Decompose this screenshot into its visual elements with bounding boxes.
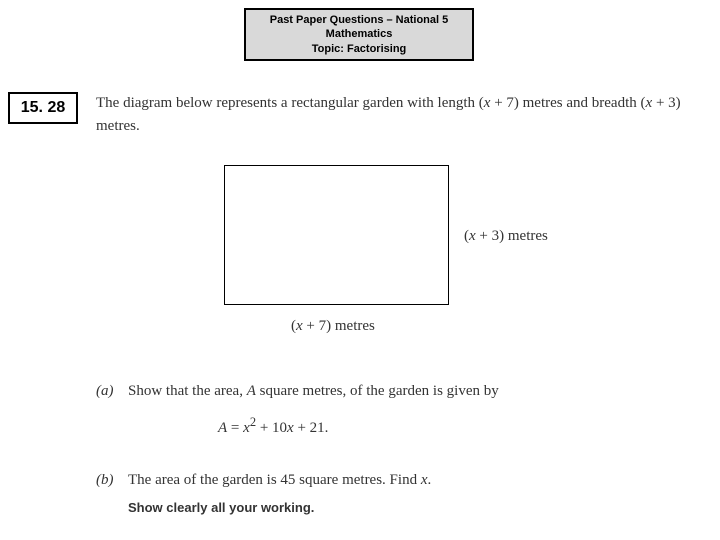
bottom-label-post: + 7) metres: [303, 318, 375, 334]
rectangle: [224, 165, 449, 305]
question-number: 15. 28: [8, 92, 78, 124]
eq-x: x: [243, 420, 250, 436]
question-body: The diagram below represents a rectangul…: [96, 92, 706, 529]
eq-mid2: + 10: [256, 420, 287, 436]
equation: A = x2 + 10x + 21.: [218, 413, 706, 440]
part-a-pre: Show that the area,: [128, 383, 247, 399]
eq-end: + 21.: [294, 420, 329, 436]
part-b-pre: The area of the garden is 45 square metr…: [128, 472, 421, 488]
header-line2: Mathematics: [252, 27, 466, 41]
part-a-post: square metres, of the garden is given by: [256, 383, 499, 399]
part-a-var: A: [247, 383, 256, 399]
part-b-text: The area of the garden is 45 square metr…: [128, 469, 706, 517]
part-b-var: x: [421, 472, 428, 488]
eq-x2: x: [287, 420, 294, 436]
bottom-label: (x + 7) metres: [291, 315, 375, 338]
working-note: Show clearly all your working.: [128, 498, 706, 518]
intro-mid1: + 7) metres and breadth (: [490, 95, 645, 111]
side-label-var: x: [469, 228, 476, 244]
part-b-label: (b): [96, 469, 128, 517]
side-label-post: + 3) metres: [476, 228, 548, 244]
intro-pre: The diagram below represents a rectangul…: [96, 95, 484, 111]
diagram: (x + 3) metres (x + 7) metres: [96, 165, 706, 350]
part-b: (b) The area of the garden is 45 square …: [96, 469, 706, 517]
eq-A: A: [218, 420, 227, 436]
side-label: (x + 3) metres: [464, 225, 548, 248]
part-a: (a) Show that the area, A square metres,…: [96, 380, 706, 457]
header-box: Past Paper Questions – National 5 Mathem…: [244, 8, 474, 61]
part-a-text: Show that the area, A square metres, of …: [128, 380, 706, 457]
header-line1: Past Paper Questions – National 5: [252, 13, 466, 27]
eq-mid1: =: [227, 420, 243, 436]
part-b-post: .: [428, 472, 432, 488]
part-a-label: (a): [96, 380, 128, 457]
question-intro: The diagram below represents a rectangul…: [96, 92, 706, 137]
bottom-label-var: x: [296, 318, 303, 334]
header-line3: Topic: Factorising: [252, 42, 466, 56]
